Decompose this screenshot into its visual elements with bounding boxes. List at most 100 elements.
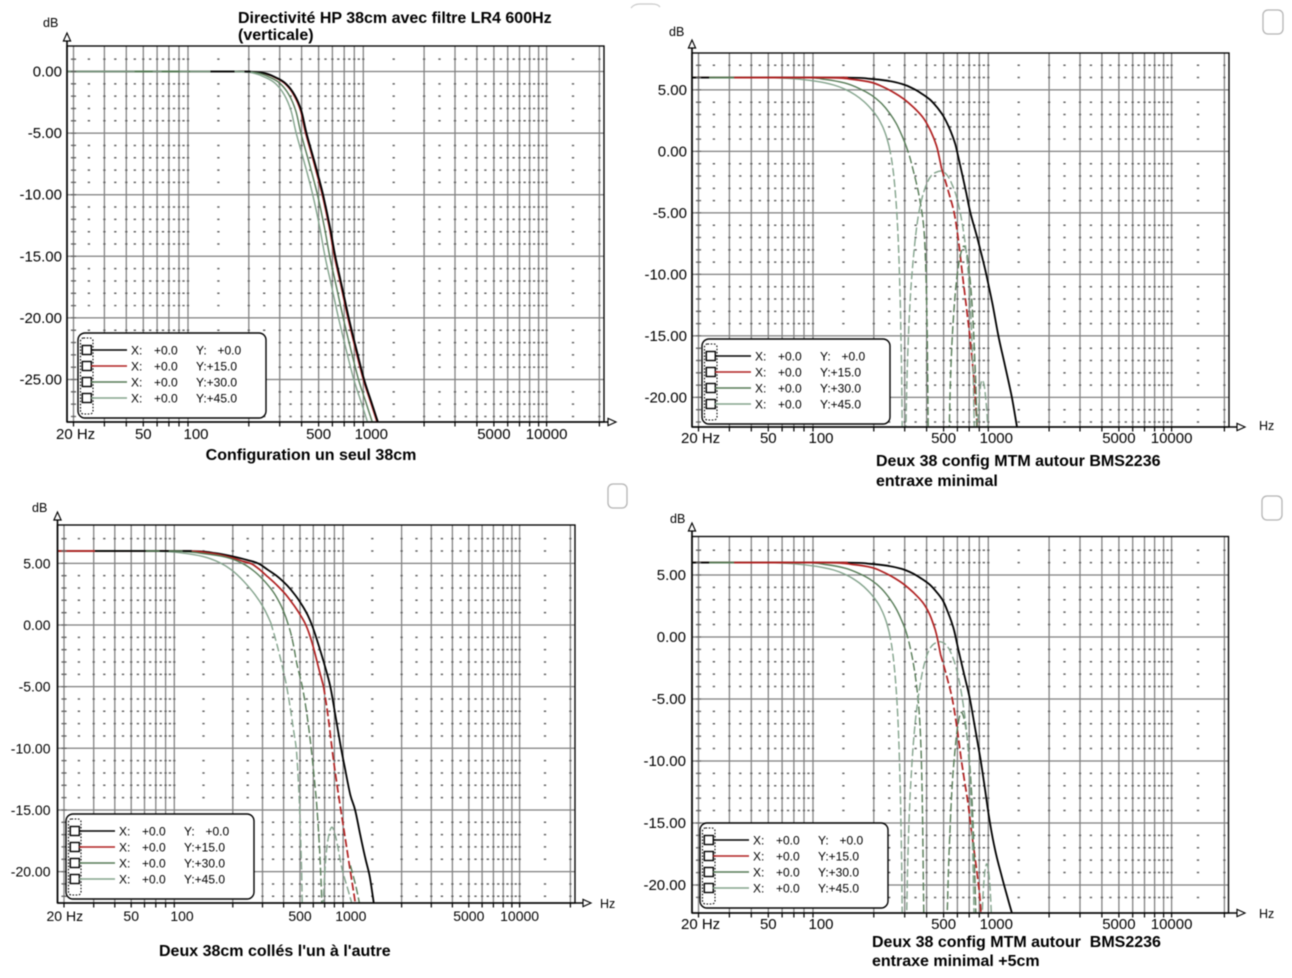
svg-text:Hz: Hz	[1259, 907, 1274, 921]
svg-text:X:: X:	[119, 873, 130, 887]
svg-text:-10.00: -10.00	[19, 187, 62, 204]
svg-text:entraxe minimal +5cm: entraxe minimal +5cm	[872, 953, 1040, 970]
svg-text:Y:+30.0: Y:+30.0	[196, 376, 237, 390]
svg-text:500: 500	[288, 908, 312, 924]
svg-text:-20.00: -20.00	[643, 877, 686, 894]
svg-text:+0.0: +0.0	[142, 825, 166, 839]
svg-text:Y:: Y:	[196, 344, 207, 358]
svg-text:+0.0: +0.0	[842, 350, 866, 364]
svg-text:X:: X:	[119, 857, 130, 871]
svg-text:10000: 10000	[500, 908, 539, 924]
svg-text:50: 50	[135, 426, 152, 443]
svg-text:1000: 1000	[335, 908, 366, 924]
svg-text:+0.0: +0.0	[154, 344, 178, 358]
svg-text:Y:+45.0: Y:+45.0	[818, 882, 859, 896]
svg-text:1000: 1000	[355, 426, 388, 443]
svg-text:Y:+30.0: Y:+30.0	[818, 866, 859, 880]
svg-text:100: 100	[808, 916, 833, 933]
svg-text:-5.00: -5.00	[19, 679, 51, 695]
svg-text:Configuration un seul 38cm: Configuration un seul 38cm	[206, 447, 417, 464]
svg-text:Deux 38 config MTM autour BMS2: Deux 38 config MTM autour BMS2236	[876, 453, 1161, 470]
svg-text:Y:: Y:	[184, 825, 195, 839]
svg-text:-25.00: -25.00	[19, 372, 62, 389]
svg-text:Y:+30.0: Y:+30.0	[184, 857, 225, 871]
svg-text:-15.00: -15.00	[19, 248, 62, 265]
svg-text:+0.0: +0.0	[840, 834, 864, 848]
svg-text:-20.00: -20.00	[11, 864, 51, 880]
svg-text:Y:+15.0: Y:+15.0	[184, 841, 225, 855]
svg-text:0.00: 0.00	[23, 617, 50, 633]
svg-text:+0.0: +0.0	[776, 866, 800, 880]
svg-text:Y:+15.0: Y:+15.0	[818, 850, 859, 864]
svg-text:-15.00: -15.00	[644, 328, 687, 345]
svg-text:X:: X:	[131, 360, 142, 374]
svg-text:+0.0: +0.0	[142, 857, 166, 871]
svg-text:+0.0: +0.0	[142, 841, 166, 855]
svg-text:X:: X:	[755, 366, 766, 380]
svg-text:Y:+45.0: Y:+45.0	[196, 392, 237, 406]
svg-text:50: 50	[123, 908, 139, 924]
svg-text:+0.0: +0.0	[142, 873, 166, 887]
svg-text:+0.0: +0.0	[778, 398, 802, 412]
svg-text:0.00: 0.00	[658, 143, 687, 160]
svg-text:-5.00: -5.00	[28, 125, 62, 142]
svg-text:5000: 5000	[477, 426, 510, 443]
svg-text:+0.0: +0.0	[778, 350, 802, 364]
svg-text:-15.00: -15.00	[643, 815, 686, 832]
svg-text:20 Hz: 20 Hz	[47, 908, 84, 924]
svg-text:5000: 5000	[453, 908, 484, 924]
svg-text:-10.00: -10.00	[643, 753, 686, 770]
svg-text:-10.00: -10.00	[644, 266, 687, 283]
svg-text:500: 500	[306, 426, 331, 443]
svg-text:X:: X:	[119, 825, 130, 839]
svg-text:20 Hz: 20 Hz	[681, 430, 720, 447]
svg-text:(verticale): (verticale)	[238, 27, 314, 44]
svg-text:Directivité HP 38cm avec filtr: Directivité HP 38cm avec filtre LR4 600H…	[238, 10, 552, 27]
svg-text:50: 50	[760, 916, 777, 933]
svg-text:Y:+45.0: Y:+45.0	[820, 398, 861, 412]
svg-text:10000: 10000	[1151, 430, 1193, 447]
svg-text:X:: X:	[753, 866, 764, 880]
svg-text:+0.0: +0.0	[776, 834, 800, 848]
svg-text:20 Hz: 20 Hz	[56, 426, 95, 443]
svg-text:-10.00: -10.00	[11, 740, 51, 756]
svg-text:-5.00: -5.00	[653, 205, 687, 222]
svg-text:Y:+15.0: Y:+15.0	[820, 366, 861, 380]
svg-text:1000: 1000	[980, 916, 1013, 933]
svg-text:X:: X:	[753, 882, 764, 896]
svg-text:X:: X:	[119, 841, 130, 855]
svg-text:+0.0: +0.0	[778, 366, 802, 380]
svg-text:Y:: Y:	[820, 350, 831, 364]
svg-text:100: 100	[183, 426, 208, 443]
svg-text:Hz: Hz	[600, 897, 615, 911]
svg-text:dB: dB	[32, 501, 47, 515]
svg-text:+0.0: +0.0	[154, 392, 178, 406]
svg-text:dB: dB	[43, 16, 58, 30]
svg-text:Deux 38 config MTM autour BMS: Deux 38 config MTM autour BMS2236	[872, 934, 1161, 951]
svg-text:0.00: 0.00	[33, 64, 62, 81]
svg-text:Y:+45.0: Y:+45.0	[184, 873, 225, 887]
svg-text:Y:+30.0: Y:+30.0	[820, 382, 861, 396]
svg-text:+0.0: +0.0	[218, 344, 242, 358]
svg-text:Deux 38cm collés l'un à l'autr: Deux 38cm collés l'un à l'autre	[159, 943, 391, 960]
svg-text:+0.0: +0.0	[154, 376, 178, 390]
svg-text:X:: X:	[755, 350, 766, 364]
svg-text:X:: X:	[755, 398, 766, 412]
svg-text:500: 500	[931, 430, 956, 447]
svg-text:+0.0: +0.0	[776, 882, 800, 896]
svg-text:50: 50	[760, 430, 777, 447]
svg-text:5.00: 5.00	[657, 567, 686, 584]
svg-text:10000: 10000	[526, 426, 568, 443]
svg-text:500: 500	[931, 916, 956, 933]
svg-text:entraxe minimal: entraxe minimal	[876, 473, 998, 490]
svg-text:X:: X:	[755, 382, 766, 396]
svg-text:5000: 5000	[1102, 916, 1135, 933]
svg-text:100: 100	[808, 430, 833, 447]
svg-text:+0.0: +0.0	[206, 825, 230, 839]
svg-text:+0.0: +0.0	[154, 360, 178, 374]
svg-text:X:: X:	[131, 344, 142, 358]
svg-text:10000: 10000	[1151, 916, 1193, 933]
svg-text:X:: X:	[131, 392, 142, 406]
svg-text:X:: X:	[131, 376, 142, 390]
svg-text:X:: X:	[753, 850, 764, 864]
